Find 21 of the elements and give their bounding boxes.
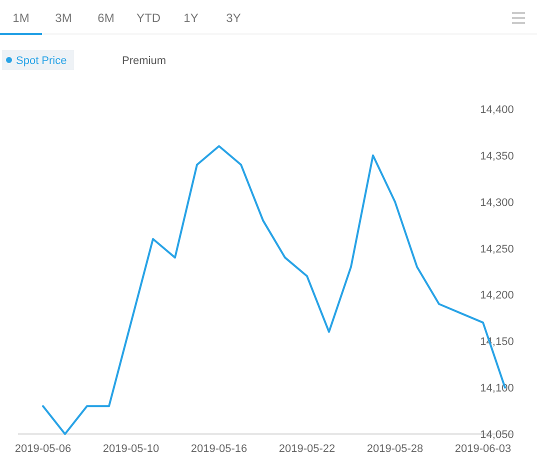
- x-tick-label: 2019-05-16: [190, 443, 248, 455]
- text: 1M: [12, 11, 30, 25]
- y-tick-label: 14,200: [480, 290, 514, 302]
- text: YTD: [136, 11, 161, 25]
- y-tick-label: 14,350: [480, 150, 514, 162]
- legend-label: Spot Price: [16, 55, 67, 67]
- x-tick-label: 2019-05-06: [14, 443, 72, 455]
- x-tick-label: 2019-06-03: [454, 443, 512, 455]
- x-tick-label: 2019-05-22: [278, 443, 336, 455]
- text: 3M: [55, 11, 72, 25]
- text: Premium: [122, 55, 166, 67]
- text: 3Y: [226, 11, 241, 25]
- y-tick-label: 14,300: [480, 196, 514, 209]
- y-tick-label: 14,050: [480, 429, 514, 441]
- x-tick-label: 2019-05-28: [366, 443, 424, 455]
- x-tick-label: 2019-05-10: [102, 443, 160, 455]
- text: 6M: [98, 11, 114, 25]
- y-tick-label: 14,250: [480, 243, 514, 256]
- y-tick-label: 14,100: [480, 382, 514, 395]
- text: 1Y: [184, 11, 198, 25]
- y-tick-label: 14,400: [480, 104, 514, 116]
